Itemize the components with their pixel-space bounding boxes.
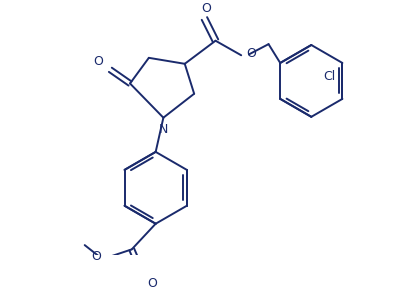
Text: N: N <box>158 123 168 136</box>
Text: O: O <box>147 277 157 289</box>
Text: O: O <box>91 250 101 263</box>
Text: Cl: Cl <box>322 70 335 83</box>
Text: O: O <box>93 55 103 68</box>
Text: O: O <box>200 2 211 15</box>
Text: O: O <box>246 47 255 60</box>
